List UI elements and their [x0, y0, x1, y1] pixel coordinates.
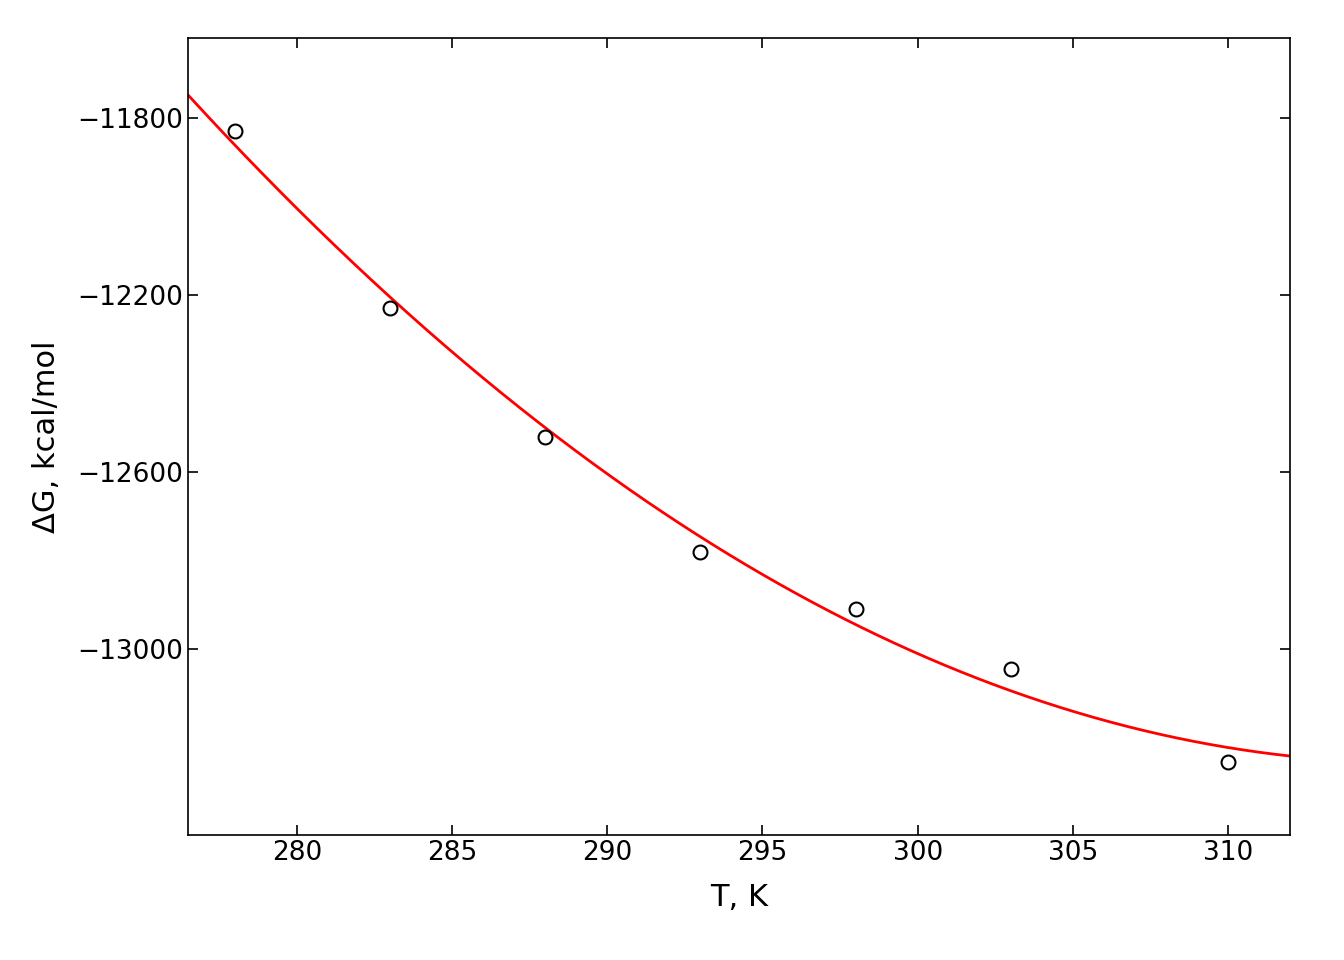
X-axis label: T, K: T, K	[710, 883, 769, 912]
Y-axis label: ΔG, kcal/mol: ΔG, kcal/mol	[32, 341, 60, 533]
